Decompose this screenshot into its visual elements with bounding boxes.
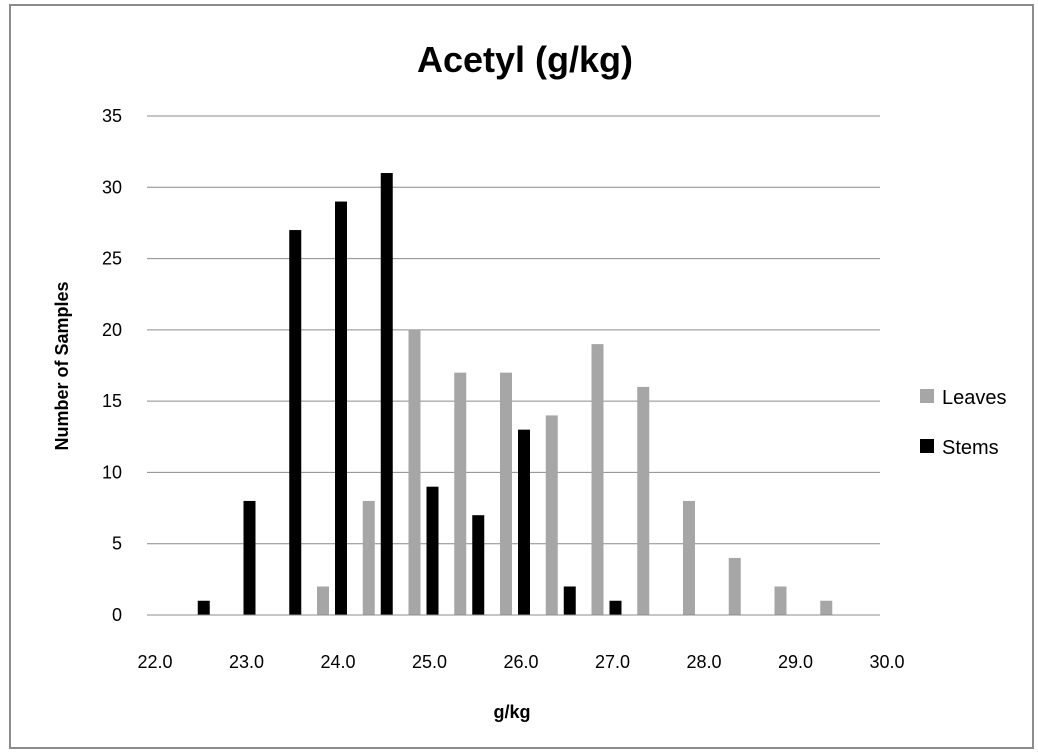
bar-stems-26.5 — [563, 586, 576, 615]
x-tick-label: 24.0 — [320, 652, 355, 672]
x-tick-label: 26.0 — [503, 652, 538, 672]
bar-leaves-28 — [683, 500, 695, 615]
bar-leaves-24 — [317, 586, 329, 615]
x-tick-label: 23.0 — [229, 652, 264, 672]
y-tick-label: 15 — [102, 391, 122, 411]
bar-leaves-29.5 — [820, 600, 833, 615]
bar-stems-23.5 — [289, 230, 302, 616]
bar-stems-25 — [426, 486, 439, 615]
y-tick-label: 5 — [112, 534, 122, 554]
chart-title: Acetyl (g/kg) — [417, 39, 633, 80]
bar-leaves-24.5 — [362, 500, 375, 615]
bar-leaves-27 — [591, 344, 604, 615]
bar-leaves-26.5 — [545, 415, 558, 615]
y-tick-label: 35 — [102, 106, 122, 126]
bar-leaves-29 — [774, 586, 787, 615]
y-tick-label: 25 — [102, 249, 122, 269]
legend-swatch-leaves — [920, 389, 934, 403]
legend-swatch-stems — [920, 439, 934, 453]
x-tick-label: 22.0 — [137, 652, 172, 672]
legend-label-stems: Stems — [942, 437, 999, 459]
y-tick-label: 10 — [102, 462, 122, 482]
bar-stems-25.5 — [472, 515, 485, 615]
gridlines — [147, 115, 880, 545]
y-axis-label: Number of Samples — [52, 281, 72, 450]
x-axis-label: g/kg — [493, 702, 530, 722]
bar-stems-24 — [335, 201, 347, 616]
x-tick-label: 27.0 — [595, 652, 630, 672]
y-tick-label: 20 — [102, 320, 122, 340]
bar-leaves-28.5 — [728, 557, 741, 615]
legend: Leaves Stems — [920, 387, 1007, 459]
x-tick-label: 29.0 — [778, 652, 813, 672]
bar-stems-26 — [518, 429, 530, 615]
bars — [197, 173, 833, 616]
bar-stems-22.5 — [197, 600, 210, 615]
x-tick-label: 25.0 — [412, 652, 447, 672]
bar-leaves-25 — [408, 329, 421, 615]
bar-leaves-25.5 — [454, 372, 467, 615]
legend-label-leaves: Leaves — [942, 387, 1007, 409]
x-axis-ticks: 22.0 23.0 24.0 25.0 26.0 27.0 28.0 29.0 30.0 — [137, 652, 904, 672]
chart-frame — [9, 4, 1034, 749]
x-tick-label: 28.0 — [686, 652, 721, 672]
bar-stems-24.5 — [380, 173, 393, 615]
y-axis-ticks: 0 5 10 15 20 25 30 35 — [102, 106, 122, 625]
y-tick-label: 30 — [102, 177, 122, 197]
x-tick-label: 30.0 — [869, 652, 904, 672]
bar-leaves-27.5 — [637, 386, 650, 615]
bar-stems-27 — [609, 600, 622, 615]
y-tick-label: 0 — [112, 605, 122, 625]
bar-leaves-26 — [500, 372, 512, 615]
bar-stems-23 — [243, 500, 256, 615]
